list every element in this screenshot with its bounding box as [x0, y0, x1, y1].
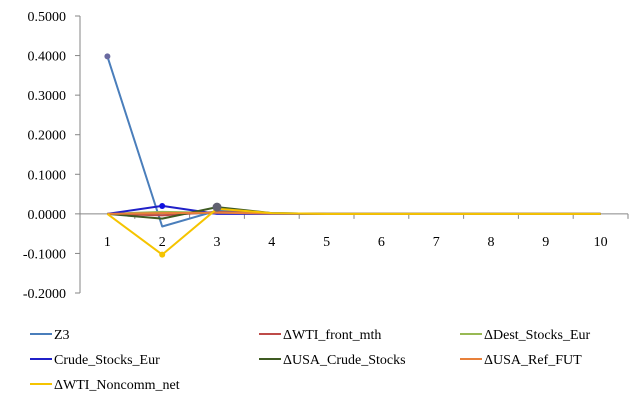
legend-label: ΔDest_Stocks_Eur [484, 328, 591, 343]
y-tick-label: 0.3000 [28, 89, 67, 104]
x-tick-label: 9 [542, 235, 549, 250]
legend-label: Z3 [54, 328, 70, 343]
legend-label: ΔWTI_front_mth [283, 328, 381, 343]
legend-label: ΔWTI_Noncomm_net [54, 378, 180, 393]
x-tick-label: 6 [378, 235, 385, 250]
legend-label: ΔUSA_Ref_FUT [484, 353, 582, 368]
y-tick-label: 0.1000 [28, 168, 67, 183]
y-tick-label: -0.2000 [23, 287, 66, 302]
series-line [106, 56, 601, 228]
x-tick-label: 3 [214, 235, 221, 250]
legend-label: Crude_Stocks_Eur [54, 353, 160, 368]
legend: Z3 ΔWTI_front_mth ΔDest_Stocks_Eur Crude_St… [30, 328, 591, 393]
x-tick-label: 1 [104, 235, 111, 250]
x-tick-label: 10 [594, 235, 608, 250]
x-tick-label: 7 [433, 235, 440, 250]
data-point-marker [104, 53, 111, 60]
y-tick-label: -0.1000 [23, 247, 66, 262]
y-tick-label: 0.2000 [28, 129, 67, 144]
series-lines [106, 56, 601, 256]
x-tick-label: 4 [268, 235, 275, 250]
y-tick-label: 0.0000 [28, 208, 67, 223]
y-axis-ticks: 0.5000 0.4000 0.3000 0.2000 0.1000 0.0000 -0.1… [23, 10, 80, 302]
x-tick-label: 5 [323, 235, 330, 250]
data-point-marker [159, 202, 166, 209]
legend-label: ΔUSA_Crude_Stocks [283, 353, 406, 368]
x-axis-ticks: 1 2 3 4 5 6 7 8 9 10 [79, 213, 629, 250]
data-point-marker [159, 251, 166, 258]
y-tick-label: 0.4000 [28, 50, 67, 65]
x-tick-label: 8 [488, 235, 495, 250]
series-markers [104, 53, 222, 258]
series-line [106, 207, 601, 256]
x-tick-label: 2 [159, 235, 166, 250]
data-point-marker [212, 202, 222, 212]
y-tick-label: 0.5000 [28, 10, 67, 25]
